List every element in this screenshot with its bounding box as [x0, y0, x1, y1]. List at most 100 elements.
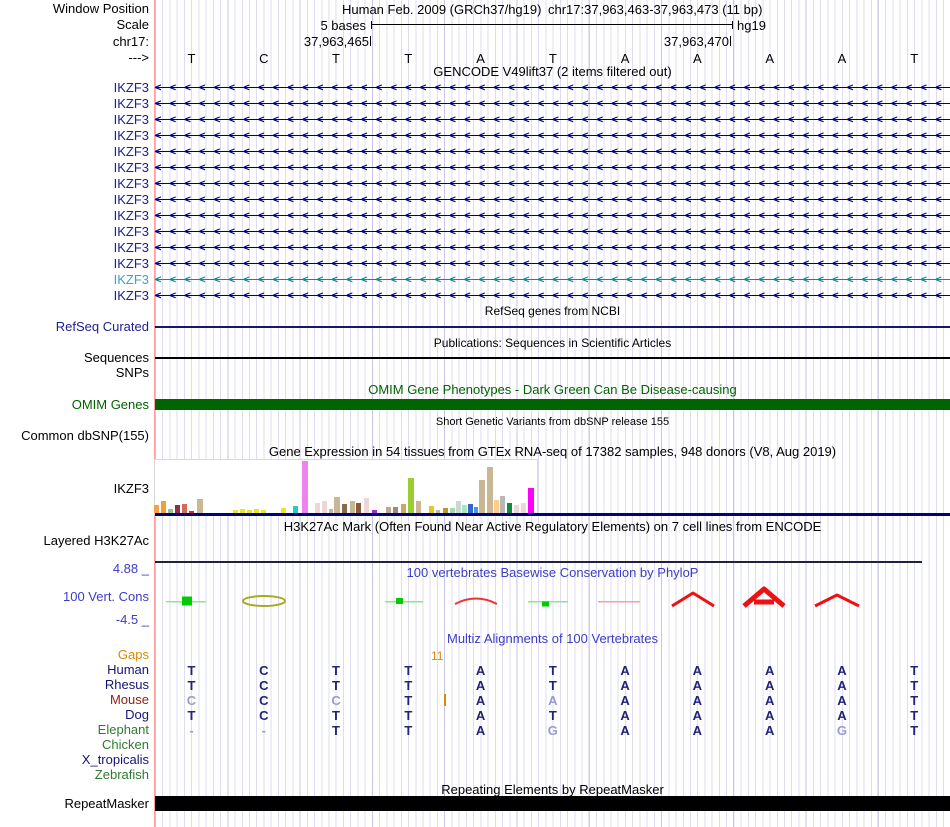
gencode-transcript-line[interactable]: <<<<<<<<<<<<<<<<<<<<<<<<<<<<<<<<<<<<<<<<… [155, 192, 950, 208]
gencode-transcript-line[interactable]: <<<<<<<<<<<<<<<<<<<<<<<<<<<<<<<<<<<<<<<<… [155, 208, 950, 224]
gtex-tissue-bar[interactable] [514, 505, 519, 513]
gtex-tissue-bar[interactable] [254, 509, 259, 513]
gencode-track-title[interactable]: GENCODE V49lift37 (2 items filtered out) [433, 64, 672, 79]
conservation-wiggle-glyphs[interactable] [0, 585, 950, 619]
gencode-transcript-label: IKZF3 [113, 272, 149, 287]
gtex-tissue-bar[interactable] [462, 505, 467, 513]
gtex-tissue-bar[interactable] [175, 505, 180, 513]
gtex-tissue-bar[interactable] [386, 507, 391, 513]
publications-track-title[interactable]: Publications: Sequences in Scientific Ar… [433, 336, 672, 350]
gtex-tissue-bar[interactable] [393, 507, 398, 513]
gtex-tissue-bar[interactable] [182, 504, 187, 513]
gtex-tissue-bar[interactable] [197, 499, 203, 513]
gtex-tissue-bar[interactable] [261, 510, 266, 513]
dbsnp-track-title[interactable]: Short Genetic Variants from dbSNP releas… [435, 416, 670, 428]
gtex-tissue-bar[interactable] [507, 503, 512, 513]
gencode-transcript-line[interactable]: <<<<<<<<<<<<<<<<<<<<<<<<<<<<<<<<<<<<<<<<… [155, 240, 950, 256]
gencode-transcript-line[interactable]: <<<<<<<<<<<<<<<<<<<<<<<<<<<<<<<<<<<<<<<<… [155, 80, 950, 96]
refseq-track-title[interactable]: RefSeq genes from NCBI [484, 304, 621, 318]
refseq-curated-track-line[interactable] [155, 326, 950, 328]
conservation-track-title[interactable]: 100 vertebrates Basewise Conservation by… [406, 565, 699, 580]
sequence-base: T [187, 51, 196, 66]
gtex-tissue-bar[interactable] [500, 496, 505, 513]
alignment-base: A [620, 723, 630, 738]
alignment-base: A [692, 723, 703, 738]
gencode-transcript-line[interactable]: <<<<<<<<<<<<<<<<<<<<<<<<<<<<<<<<<<<<<<<<… [155, 176, 950, 192]
gtex-tissue-bar[interactable] [443, 508, 448, 513]
gtex-tissue-bar[interactable] [487, 467, 493, 513]
gtex-tissue-bar[interactable] [372, 510, 377, 513]
gtex-tissue-bar[interactable] [168, 509, 173, 513]
gtex-tissue-bar[interactable] [416, 501, 421, 513]
alignment-base: T [187, 708, 196, 723]
species-label-zebrafish: Zebrafish [94, 767, 149, 782]
gtex-tissue-bar[interactable] [329, 509, 333, 513]
snps-label: SNPs [115, 365, 149, 380]
gtex-tissue-bar[interactable] [468, 504, 473, 513]
alignment-base: T [404, 708, 413, 723]
ruler-tick-mark [730, 36, 731, 46]
gtex-tissue-bar[interactable] [154, 505, 159, 513]
h3k27ac-track-title[interactable]: H3K27Ac Mark (Often Found Near Active Re… [283, 519, 822, 534]
alignment-base: T [910, 708, 919, 723]
gtex-tissue-bar[interactable] [364, 498, 369, 513]
gtex-tissue-bar[interactable] [281, 508, 286, 513]
conservation-glyph [385, 601, 423, 603]
gencode-transcript-line[interactable]: <<<<<<<<<<<<<<<<<<<<<<<<<<<<<<<<<<<<<<<<… [155, 144, 950, 160]
repeatmasker-bar[interactable] [155, 796, 950, 811]
gtex-tissue-bar[interactable] [408, 478, 414, 513]
gtex-tissue-bar[interactable] [247, 510, 252, 513]
gtex-tissue-bar[interactable] [233, 510, 238, 513]
gencode-transcript-line[interactable]: <<<<<<<<<<<<<<<<<<<<<<<<<<<<<<<<<<<<<<<<… [155, 224, 950, 240]
h3k27ac-track-line[interactable] [155, 561, 922, 563]
gtex-tissue-bar[interactable] [521, 503, 526, 513]
alignment-base: C [259, 708, 269, 723]
gencode-transcript-line[interactable]: <<<<<<<<<<<<<<<<<<<<<<<<<<<<<<<<<<<<<<<<… [155, 112, 950, 128]
gtex-tissue-bar[interactable] [240, 509, 245, 513]
alignment-base: - [189, 723, 194, 738]
gtex-tissue-bar[interactable] [479, 480, 485, 513]
repeatmasker-track-title[interactable]: Repeating Elements by RepeatMasker [441, 782, 664, 797]
alignment-base: A [837, 693, 847, 708]
gtex-tissue-bar[interactable] [456, 501, 461, 513]
gtex-tissue-bar[interactable] [293, 506, 298, 513]
gap-count-value: 11 [431, 649, 444, 663]
gtex-tissue-bar[interactable] [334, 497, 340, 513]
gtex-tissue-bar[interactable] [429, 506, 434, 513]
alignment-base: A [620, 708, 630, 723]
gencode-transcript-line[interactable]: <<<<<<<<<<<<<<<<<<<<<<<<<<<<<<<<<<<<<<<<… [155, 160, 950, 176]
conservation-glyph [182, 596, 192, 606]
gtex-tissue-bar[interactable] [528, 488, 534, 513]
genome-version-label: hg19 [737, 18, 766, 33]
multiz-track-title[interactable]: Multiz Alignments of 100 Vertebrates [446, 631, 658, 646]
scale-label: Scale [116, 17, 149, 32]
gtex-tissue-bar[interactable] [436, 510, 440, 513]
gencode-transcript-line[interactable]: <<<<<<<<<<<<<<<<<<<<<<<<<<<<<<<<<<<<<<<<… [155, 256, 950, 272]
gtex-tissue-bar[interactable] [356, 503, 361, 513]
gtex-track-title[interactable]: Gene Expression in 54 tissues from GTEx … [268, 444, 837, 459]
layered-h3k27ac-label: Layered H3K27Ac [43, 533, 149, 548]
gtex-tissue-bar[interactable] [161, 501, 166, 513]
gtex-tissue-bar[interactable] [322, 501, 327, 513]
gtex-tissue-bar[interactable] [302, 461, 308, 513]
gtex-tissue-bar[interactable] [494, 500, 499, 513]
gtex-tissue-bar[interactable] [401, 504, 406, 513]
omim-genes-bar[interactable] [155, 399, 950, 410]
alignment-base: C [331, 693, 341, 708]
gencode-transcript-line[interactable]: <<<<<<<<<<<<<<<<<<<<<<<<<<<<<<<<<<<<<<<<… [155, 288, 950, 304]
conservation-glyph [542, 601, 549, 607]
alignment-base: C [259, 663, 269, 678]
gtex-tissue-bar[interactable] [350, 501, 355, 513]
sequences-track-line[interactable] [155, 357, 950, 359]
gtex-tissue-bar[interactable] [315, 503, 320, 513]
alignment-base: A [837, 663, 847, 678]
gtex-tissue-bar[interactable] [342, 504, 347, 513]
gencode-transcript-line[interactable]: <<<<<<<<<<<<<<<<<<<<<<<<<<<<<<<<<<<<<<<<… [155, 128, 950, 144]
gtex-tissue-bar[interactable] [189, 511, 194, 513]
omim-track-title[interactable]: OMIM Gene Phenotypes - Dark Green Can Be… [368, 382, 737, 397]
gtex-tissue-bar[interactable] [450, 508, 455, 513]
gtex-tissue-bar[interactable] [474, 507, 478, 513]
alignment-base: T [910, 678, 919, 693]
gencode-transcript-line[interactable]: <<<<<<<<<<<<<<<<<<<<<<<<<<<<<<<<<<<<<<<<… [155, 96, 950, 112]
gencode-transcript-line[interactable]: <<<<<<<<<<<<<<<<<<<<<<<<<<<<<<<<<<<<<<<<… [155, 272, 950, 288]
